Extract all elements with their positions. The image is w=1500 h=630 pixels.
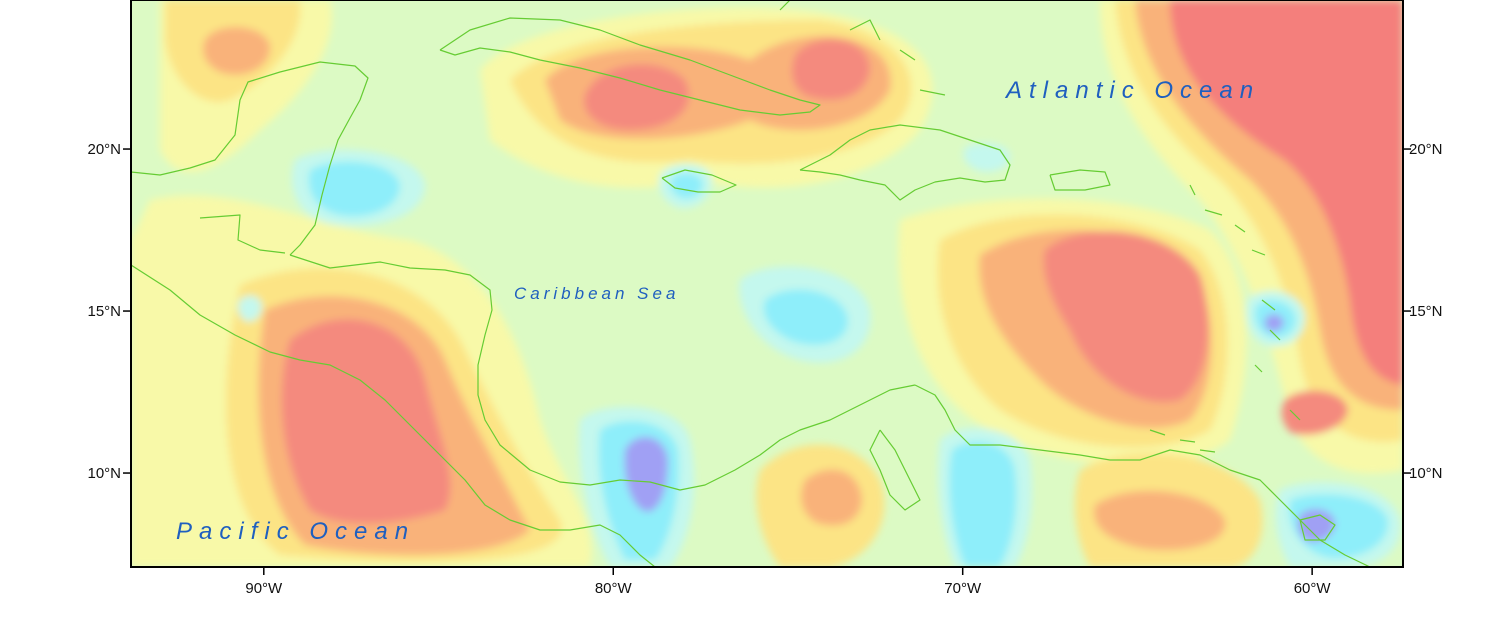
y-tick-label-right: 10°N	[1409, 465, 1443, 482]
x-tick-label: 80°W	[595, 580, 633, 597]
contour-atlantic-red	[1170, 0, 1403, 385]
coastline-guatemala-border	[199, 214, 286, 254]
x-tick-label: 60°W	[1294, 580, 1332, 597]
coastline-bahamas	[779, 0, 946, 96]
x-tick-label: 70°W	[944, 580, 982, 597]
x-tick-label: 90°W	[245, 580, 283, 597]
y-tick-label-right: 20°N	[1409, 141, 1443, 158]
contour-colombia-orange	[801, 469, 862, 526]
coastline-trinidad	[1299, 514, 1336, 541]
contour-yucatan-orange	[203, 27, 271, 75]
coastline-central-america-pacific	[131, 264, 656, 567]
coastline-maracaibo	[869, 429, 921, 511]
contour-west-cuba-red	[584, 64, 689, 130]
contour-hispaniola-outer	[963, 143, 1010, 172]
coastline-hispaniola	[799, 124, 1011, 201]
y-tick-label-right: 15°N	[1409, 303, 1443, 320]
coastlines	[131, 0, 1371, 567]
y-axis-ticks-left: 20°N 15°N 10°N	[87, 141, 131, 482]
contour-central-caribbean-cyan	[763, 289, 848, 345]
pacific-ocean-label: Pacific Ocean	[176, 518, 415, 545]
contour-east-cuba-red	[792, 39, 870, 100]
y-tick-label-left: 20°N	[87, 141, 121, 158]
coastline-puerto-rico	[1049, 169, 1111, 191]
y-axis-ticks-right: 20°N 15°N 10°N	[1403, 141, 1443, 482]
contour-east-caribbean-red	[1043, 231, 1209, 402]
coastline-mexico-yucatan	[131, 61, 369, 256]
contour-belize-cyan	[308, 161, 400, 217]
contour-trinidad-purple	[1297, 509, 1335, 542]
map-frame	[130, 0, 1404, 568]
coastline-jamaica	[661, 169, 737, 193]
contour-honduras-pacific	[237, 295, 262, 322]
coastline-abc-islands	[1149, 429, 1216, 453]
coastline-central-america-caribbean	[289, 254, 916, 491]
x-axis-ticks: 90°W 80°W 70°W 60°W	[245, 567, 1331, 597]
y-tick-label-left: 15°N	[87, 303, 121, 320]
coastline-lesser-antilles	[1189, 184, 1301, 421]
contour-jamaica-cyan	[670, 173, 703, 199]
contour-central-america-red	[281, 319, 451, 524]
contour-lesser-antilles-red	[1281, 390, 1348, 435]
contour-martinique-purple	[1264, 314, 1284, 332]
caribbean-sea-label: Caribbean Sea	[514, 284, 679, 303]
contour-venezuela-orange	[1094, 490, 1226, 551]
contour-panama-purple	[624, 437, 668, 512]
atlantic-ocean-label: Atlantic Ocean	[1004, 77, 1260, 104]
contour-venezuela-north-cyan	[949, 441, 1017, 567]
coastline-cuba	[439, 17, 821, 116]
anomaly-contours	[131, 0, 1403, 567]
map-plot-area	[131, 0, 1403, 567]
y-tick-label-left: 10°N	[87, 465, 121, 482]
